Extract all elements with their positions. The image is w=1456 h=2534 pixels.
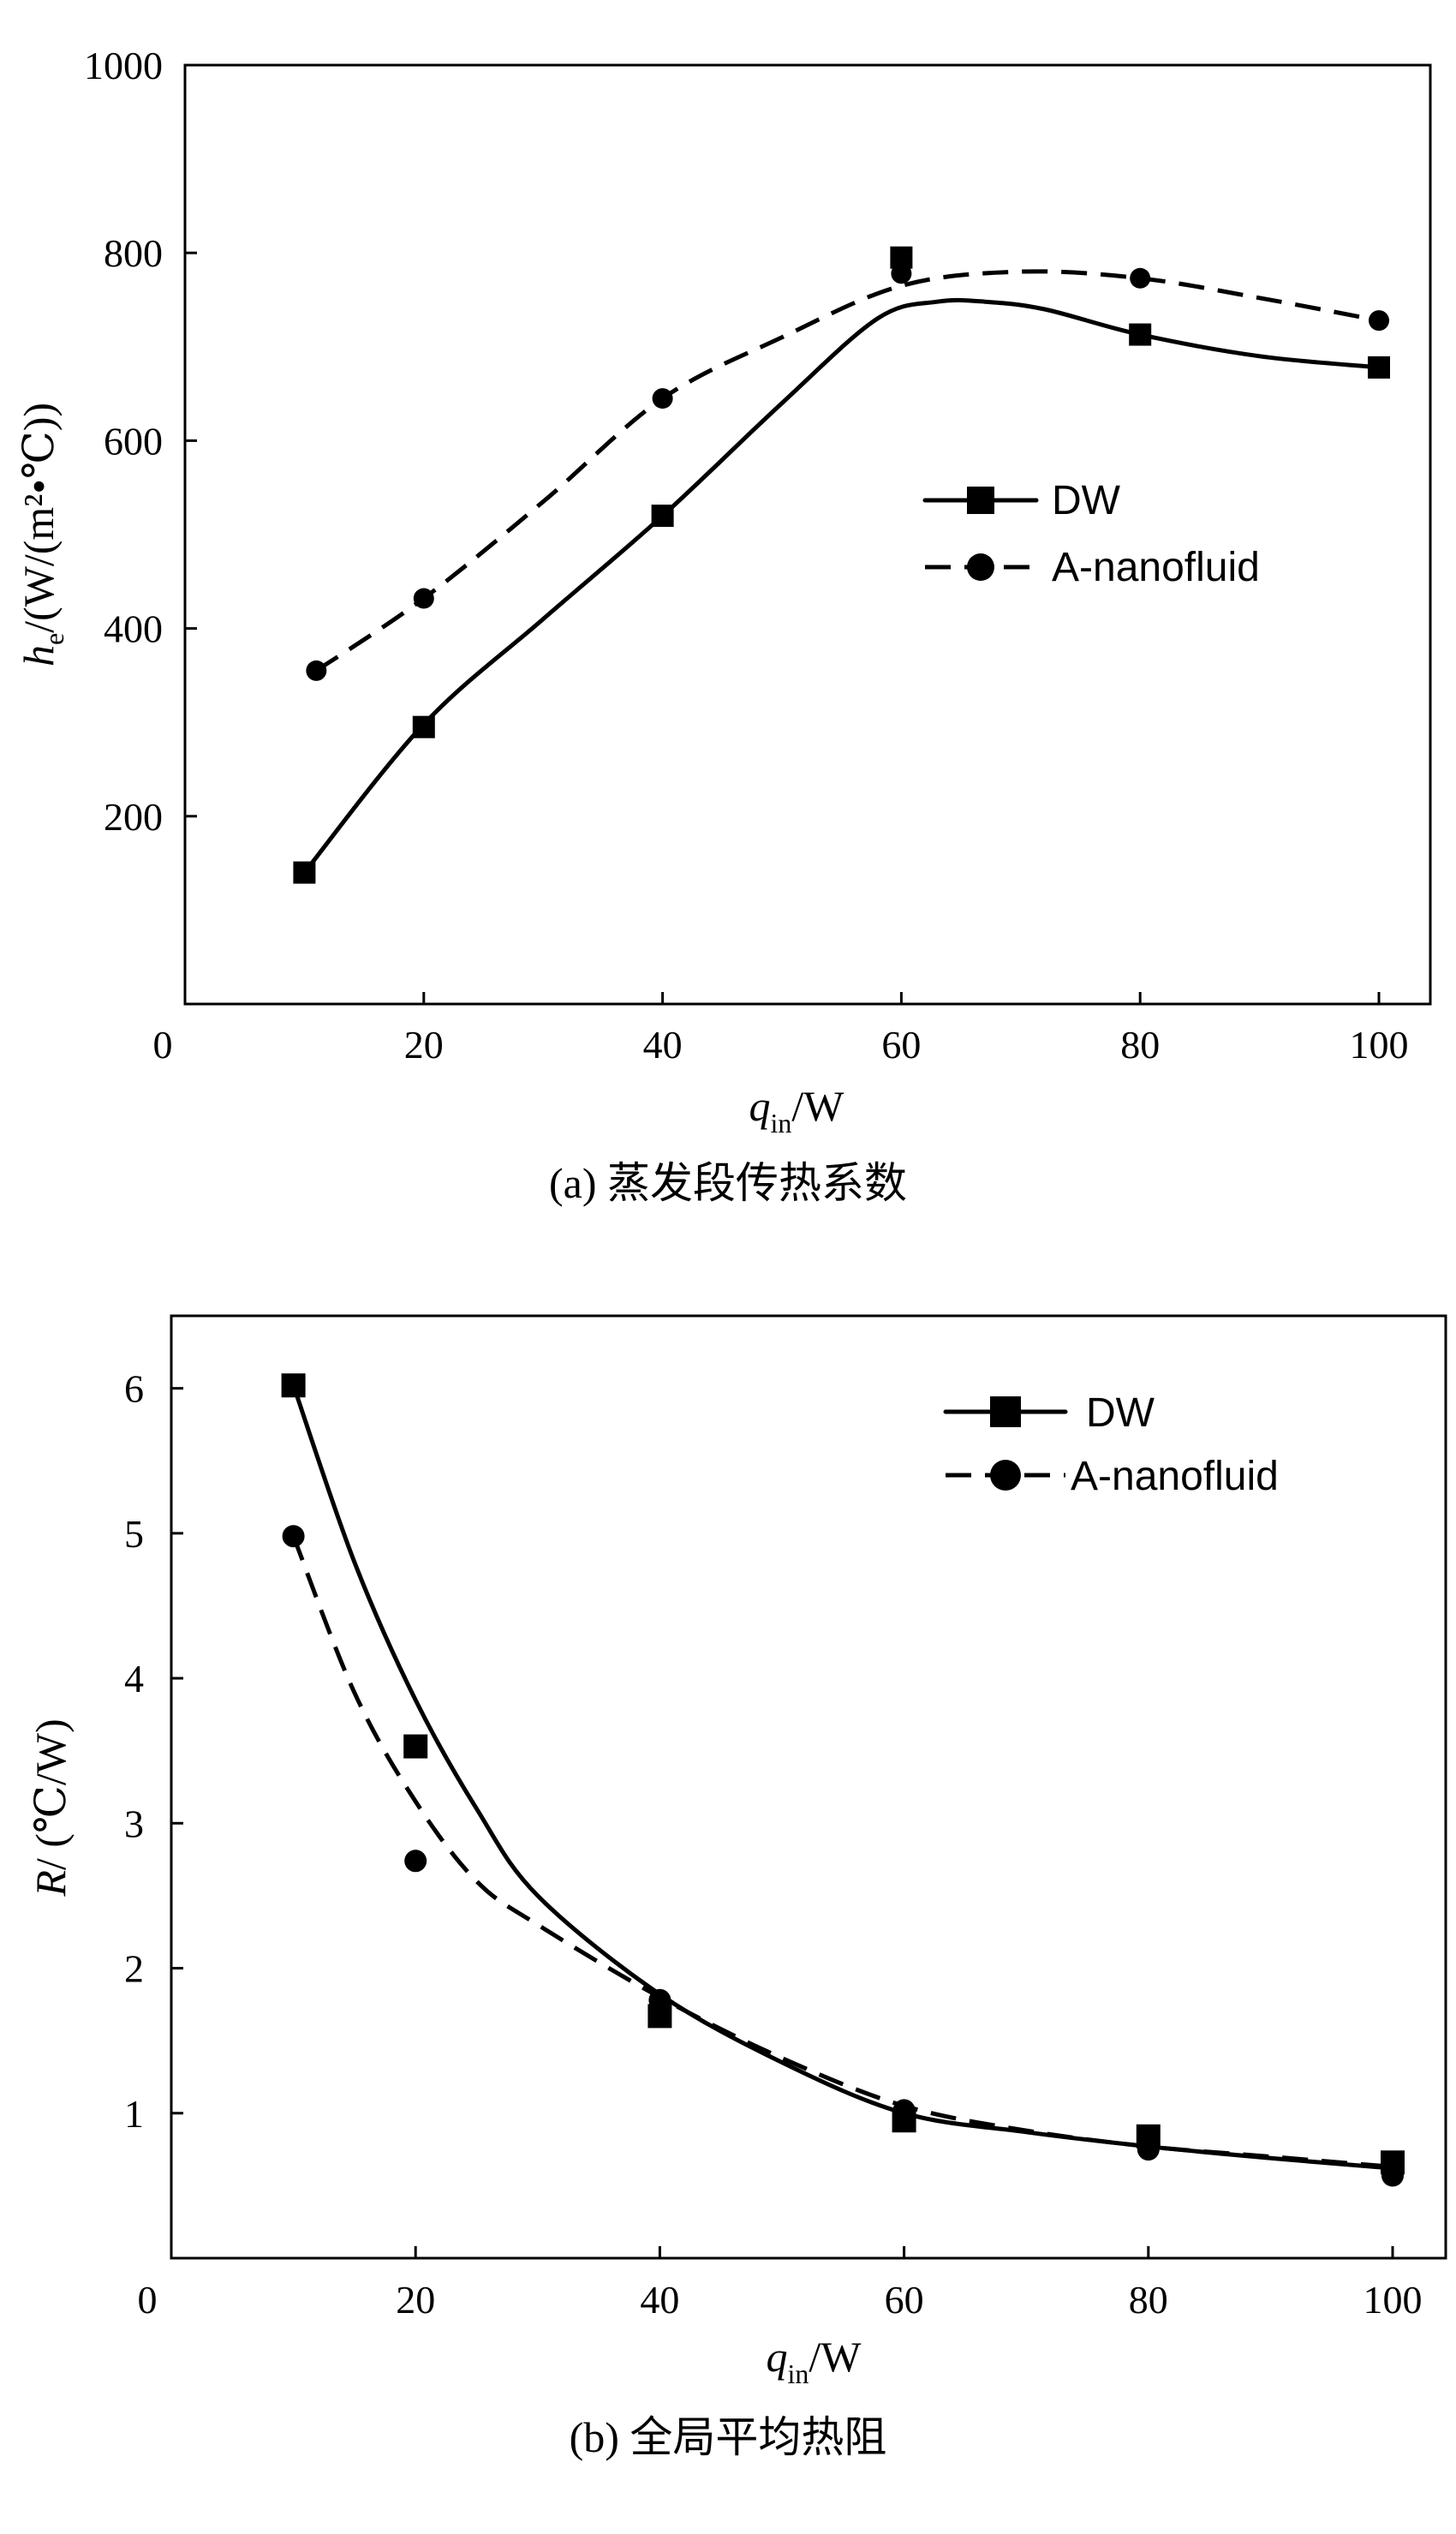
panel-a-curve-nano bbox=[314, 269, 1380, 672]
panel-b-origin-label: 0 bbox=[138, 2278, 158, 2322]
panel-b-point-nano-4 bbox=[1137, 2138, 1160, 2161]
panel-a-y-title-main: h bbox=[15, 645, 63, 666]
panel-b-y-tick-label-2: 2 bbox=[124, 1947, 144, 1991]
panel-b-point-nano-5 bbox=[1381, 2164, 1404, 2187]
panel-b-curves bbox=[291, 1383, 1395, 2171]
panel-a-plot-frame bbox=[183, 63, 1432, 1006]
panel-a-point-nano-1 bbox=[413, 588, 434, 609]
panel-b-x-title-main: q bbox=[767, 2333, 788, 2381]
panel-a-point-dw-2 bbox=[651, 505, 674, 528]
panel-b-y-tick-label-4: 4 bbox=[124, 1657, 144, 1700]
panel-b-x-tick-label-100: 100 bbox=[1364, 2278, 1423, 2322]
panel-a-legend-marker-dw bbox=[967, 487, 994, 514]
panel-a-point-dw-1 bbox=[412, 715, 435, 738]
panel-a-x-title-suffix: /W bbox=[791, 1082, 844, 1130]
panel-b-point-dw-0 bbox=[281, 1373, 306, 1398]
panel-b: 20 40 60 80 100 1 2 3 4 5 6 0 qin/W R/ (℃/W) DW A-… bbox=[27, 1314, 1447, 2461]
panel-a-point-nano-2 bbox=[652, 388, 673, 409]
panel-a-ticks: 20 40 60 80 100 200 400 600 800 1000 bbox=[84, 44, 1409, 1067]
panel-b-x-tick-label-80: 80 bbox=[1129, 2278, 1168, 2322]
panel-b-point-nano-0 bbox=[282, 1525, 305, 1548]
panel-b-curve-dw bbox=[291, 1383, 1395, 2171]
panel-a-x-axis-title: qin/W bbox=[749, 1082, 845, 1139]
panel-a-point-nano-4 bbox=[1130, 267, 1151, 289]
panel-a-y-title-suffix: /(W/(m²•℃)) bbox=[15, 403, 63, 633]
panel-a-x-title-sub: in bbox=[771, 1108, 792, 1139]
panel-a-x-tick-label-80: 80 bbox=[1120, 1023, 1160, 1067]
panel-a-y-tick-label-400: 400 bbox=[104, 607, 163, 651]
panel-a-x-tick-label-100: 100 bbox=[1350, 1023, 1409, 1067]
panel-a-curves bbox=[301, 269, 1381, 876]
panel-a-point-nano-3 bbox=[891, 263, 912, 284]
panel-b-x-tick-label-20: 20 bbox=[396, 2278, 435, 2322]
panel-b-ticks: 20 40 60 80 100 1 2 3 4 5 6 bbox=[124, 1367, 1423, 2322]
panel-a: 20 40 60 80 100 200 400 600 800 1000 0 qin/W he/(… bbox=[15, 44, 1432, 1207]
panel-a-markers bbox=[293, 246, 1390, 884]
panel-a-legend-marker-nano bbox=[967, 553, 994, 581]
panel-b-y-title-main: R bbox=[27, 1870, 75, 1898]
panel-a-legend-label-nano: A-nanofluid bbox=[1052, 545, 1260, 590]
panel-a-point-dw-0 bbox=[293, 861, 316, 884]
panel-a-y-tick-label-600: 600 bbox=[104, 419, 163, 463]
panel-b-y-tick-label-5: 5 bbox=[124, 1512, 144, 1556]
panel-b-legend-label-nano: A-nanofluid bbox=[1071, 1454, 1279, 1499]
panel-a-x-tick-label-60: 60 bbox=[881, 1023, 921, 1067]
panel-a-origin-label: 0 bbox=[153, 1023, 173, 1067]
panel-a-x-title-main: q bbox=[749, 1082, 771, 1130]
panel-a-legend-label-dw: DW bbox=[1052, 478, 1121, 523]
panel-a-y-tick-label-200: 200 bbox=[104, 795, 163, 839]
panel-b-x-axis-title: qin/W bbox=[767, 2333, 862, 2389]
panel-b-y-tick-label-6: 6 bbox=[124, 1367, 144, 1411]
panel-b-legend: DW A-nanofluid bbox=[943, 1390, 1279, 1499]
panel-b-markers bbox=[281, 1373, 1405, 2187]
panel-a-y-axis-title: he/(W/(m²•℃)) bbox=[15, 403, 69, 666]
panel-b-point-nano-3 bbox=[892, 2099, 916, 2122]
panel-b-y-tick-label-3: 3 bbox=[124, 1802, 144, 1845]
panel-b-x-tick-label-60: 60 bbox=[885, 2278, 924, 2322]
panel-b-x-title-sub: in bbox=[788, 2358, 809, 2389]
panel-a-point-nano-0 bbox=[306, 660, 327, 681]
panel-b-y-title-suffix: / (℃/W) bbox=[27, 1718, 75, 1870]
panel-b-y-tick-label-1: 1 bbox=[124, 2092, 144, 2136]
panel-a-curve-dw bbox=[301, 297, 1381, 876]
panel-b-y-axis-title: R/ (℃/W) bbox=[27, 1718, 75, 1897]
panel-b-plot-frame bbox=[170, 1314, 1447, 2260]
panel-a-caption: (a) 蒸发段传热系数 bbox=[549, 1159, 907, 1207]
panel-a-y-tick-label-800: 800 bbox=[104, 231, 163, 275]
panel-a-legend: DW A-nanofluid bbox=[922, 478, 1260, 590]
panel-a-x-tick-label-20: 20 bbox=[404, 1023, 444, 1067]
panel-a-y-tick-label-1000: 1000 bbox=[84, 44, 163, 87]
panel-b-curve-nano bbox=[291, 1535, 1393, 2169]
panel-b-x-title-suffix: /W bbox=[809, 2333, 862, 2381]
panel-b-legend-label-dw: DW bbox=[1086, 1390, 1155, 1436]
panel-b-point-nano-1 bbox=[404, 1850, 427, 1873]
panel-b-point-dw-1 bbox=[403, 1734, 428, 1759]
panel-b-caption: (b) 全局平均热阻 bbox=[570, 2413, 887, 2461]
panel-a-point-nano-5 bbox=[1369, 310, 1389, 332]
panel-b-legend-marker-nano bbox=[990, 1460, 1021, 1491]
panel-b-x-tick-label-40: 40 bbox=[640, 2278, 679, 2322]
panel-a-y-title-sub: e bbox=[39, 633, 69, 645]
panel-a-point-dw-5 bbox=[1368, 356, 1390, 379]
panel-a-point-dw-4 bbox=[1129, 323, 1152, 346]
panel-b-legend-marker-dw bbox=[990, 1396, 1021, 1427]
panel-a-x-tick-label-40: 40 bbox=[643, 1023, 683, 1067]
panel-b-point-nano-2 bbox=[648, 1988, 671, 2011]
